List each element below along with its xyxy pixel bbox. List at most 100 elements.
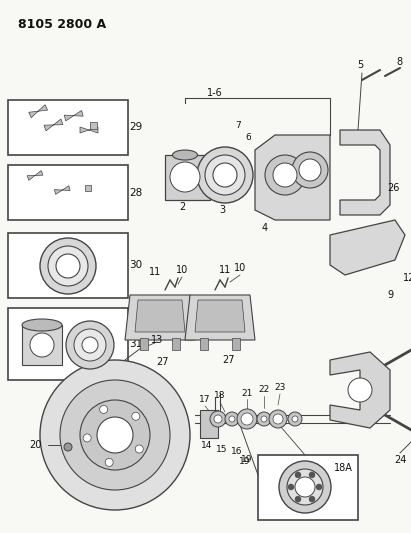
Polygon shape	[195, 300, 245, 332]
Text: 7: 7	[235, 120, 241, 130]
Text: 9: 9	[387, 290, 393, 300]
Ellipse shape	[22, 319, 62, 331]
Circle shape	[60, 380, 170, 490]
Circle shape	[105, 458, 113, 466]
Polygon shape	[29, 104, 48, 118]
Circle shape	[80, 400, 150, 470]
Circle shape	[48, 246, 88, 286]
Circle shape	[56, 254, 80, 278]
Polygon shape	[232, 338, 240, 350]
Circle shape	[269, 410, 287, 428]
Ellipse shape	[173, 150, 198, 160]
Text: 18A: 18A	[334, 463, 353, 473]
Polygon shape	[27, 171, 43, 180]
Bar	[200, 410, 218, 438]
Text: 26: 26	[387, 183, 399, 193]
Circle shape	[30, 333, 54, 357]
Bar	[22, 325, 62, 365]
Polygon shape	[125, 295, 195, 340]
Circle shape	[295, 496, 301, 502]
Polygon shape	[340, 130, 390, 215]
Circle shape	[261, 416, 267, 422]
Circle shape	[292, 152, 328, 188]
Polygon shape	[185, 295, 255, 340]
Polygon shape	[135, 300, 185, 332]
Circle shape	[292, 416, 298, 422]
Bar	[8, 308, 128, 380]
Text: 12: 12	[403, 273, 411, 283]
Bar	[8, 233, 128, 298]
Polygon shape	[44, 119, 63, 131]
Polygon shape	[200, 338, 208, 350]
Text: 24: 24	[394, 455, 406, 465]
Text: 5: 5	[357, 60, 363, 70]
Bar	[90, 122, 97, 129]
Text: 15: 15	[216, 445, 228, 454]
Text: 11: 11	[219, 265, 231, 275]
Text: 30: 30	[129, 261, 143, 271]
Circle shape	[348, 378, 372, 402]
Bar	[258, 455, 358, 520]
Circle shape	[225, 412, 239, 426]
Circle shape	[309, 472, 315, 478]
Polygon shape	[330, 220, 405, 275]
Circle shape	[288, 484, 294, 490]
Circle shape	[97, 417, 133, 453]
Text: 6: 6	[245, 133, 251, 142]
Circle shape	[197, 147, 253, 203]
Text: 21: 21	[241, 389, 253, 398]
Text: 3: 3	[219, 205, 225, 215]
Polygon shape	[64, 110, 83, 121]
Circle shape	[273, 414, 283, 424]
Circle shape	[82, 337, 98, 353]
Bar	[165, 155, 210, 200]
Circle shape	[273, 163, 297, 187]
Circle shape	[132, 412, 140, 420]
Text: 8105 2800 A: 8105 2800 A	[18, 18, 106, 31]
Text: 4: 4	[262, 223, 268, 233]
Circle shape	[40, 238, 96, 294]
Circle shape	[257, 412, 271, 426]
Circle shape	[210, 411, 226, 427]
Text: 27: 27	[156, 357, 168, 367]
Bar	[8, 165, 128, 220]
Text: 27: 27	[222, 355, 234, 365]
Circle shape	[295, 472, 301, 478]
Circle shape	[229, 416, 235, 422]
Text: 28: 28	[129, 188, 143, 198]
Text: 11: 11	[149, 267, 161, 277]
Text: 17: 17	[199, 395, 211, 405]
Circle shape	[295, 477, 315, 497]
Text: 10: 10	[176, 265, 188, 275]
Circle shape	[64, 443, 72, 451]
Text: 31: 31	[129, 339, 143, 349]
Circle shape	[170, 162, 200, 192]
Text: 19: 19	[239, 457, 251, 466]
Text: 14: 14	[201, 441, 212, 450]
Circle shape	[213, 163, 237, 187]
Polygon shape	[172, 338, 180, 350]
Circle shape	[205, 155, 245, 195]
Polygon shape	[80, 127, 98, 133]
Polygon shape	[330, 352, 390, 428]
Circle shape	[135, 445, 143, 453]
Text: 18: 18	[214, 392, 226, 400]
Text: 23: 23	[274, 384, 286, 392]
Circle shape	[309, 496, 315, 502]
Circle shape	[241, 413, 253, 425]
Text: 8: 8	[396, 57, 402, 67]
Circle shape	[66, 321, 114, 369]
Circle shape	[287, 469, 323, 505]
Text: 2: 2	[179, 202, 185, 212]
Bar	[85, 185, 91, 191]
Circle shape	[279, 461, 331, 513]
Circle shape	[316, 484, 322, 490]
Circle shape	[265, 155, 305, 195]
Circle shape	[83, 434, 91, 442]
Circle shape	[74, 329, 106, 361]
Bar	[8, 100, 128, 155]
Text: 13: 13	[151, 335, 163, 345]
Circle shape	[237, 409, 257, 429]
Circle shape	[214, 415, 222, 423]
Polygon shape	[255, 135, 330, 220]
